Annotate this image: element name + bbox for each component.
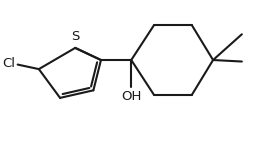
Text: Cl: Cl (2, 57, 15, 70)
Text: S: S (71, 30, 79, 43)
Text: OH: OH (121, 90, 141, 103)
